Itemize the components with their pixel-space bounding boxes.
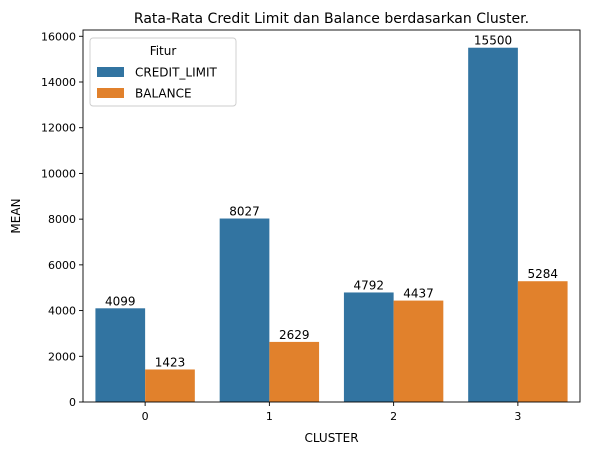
legend-entry-balance: BALANCE [135,87,192,101]
bar-label-balance: 5284 [527,267,558,281]
legend-title: Fitur [150,44,177,58]
bar-balance [269,341,320,402]
bar-balance [517,281,568,402]
legend-swatch-credit-limit [97,67,124,77]
x-tick-label: 1 [266,410,273,423]
bar-credit-limit [468,47,518,402]
bar-label-credit-limit: 8027 [229,205,260,219]
bar-label-credit-limit: 4792 [354,278,385,292]
bar-label-balance: 1423 [155,355,186,369]
plot-frame [82,29,581,403]
x-tick-label: 2 [390,410,397,423]
bar-label-credit-limit: 15500 [474,34,512,48]
legend: Fitur CREDIT_LIMIT BALANCE [89,37,237,107]
y-axis-label: MEAN [9,198,23,233]
y-tick-label: 2000 [48,350,76,363]
y-axis-ticks: 0 2000 4000 6000 8000 10000 12000 14000 16000 [41,30,83,409]
y-tick-label: 16000 [41,30,76,43]
bar-credit-limit [95,308,146,402]
bar-credit-limit [219,218,270,402]
bar-labels: 4099 8027 4792 15500 1423 2629 4437 5284 [105,34,558,370]
bar-label-balance: 2629 [279,328,310,342]
x-tick-label: 0 [142,410,149,423]
bar-balance [393,300,444,402]
y-tick-label: 6000 [48,259,76,272]
y-tick-label: 12000 [41,122,76,135]
chart-title: Rata-Rata Credit Limit dan Balance berda… [134,11,529,27]
bar-credit-limit [343,292,394,402]
y-tick-label: 4000 [48,305,76,318]
bars [95,47,568,402]
y-tick-label: 0 [69,396,76,409]
legend-swatch-balance [97,88,124,98]
bar-label-balance: 4437 [403,287,434,301]
y-tick-label: 10000 [41,167,76,180]
y-tick-label: 14000 [41,76,76,89]
x-axis-label: CLUSTER [304,431,358,445]
legend-box [89,37,237,107]
bar-label-credit-limit: 4099 [105,294,136,308]
y-tick-label: 8000 [48,213,76,226]
legend-entry-credit-limit: CREDIT_LIMIT [135,66,218,80]
x-axis-ticks: 0 1 2 3 [142,402,521,423]
bar-balance [145,369,195,402]
x-tick-label: 3 [514,410,521,423]
